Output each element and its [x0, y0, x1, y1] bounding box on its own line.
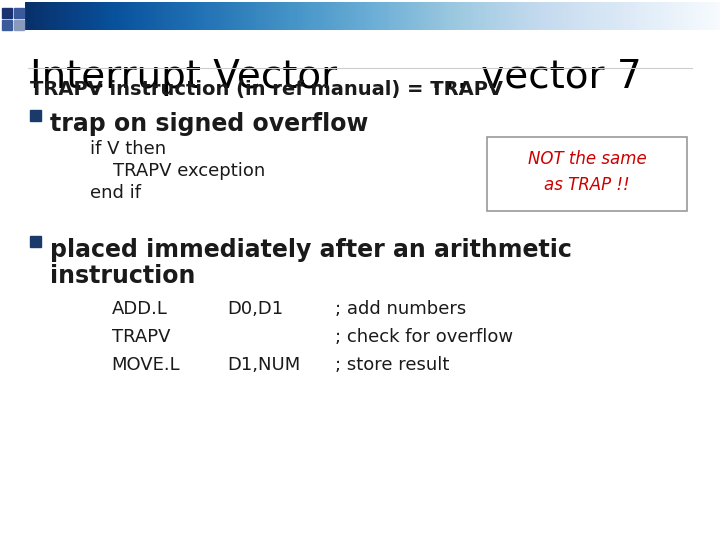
Bar [14, 20, 24, 30]
Text: … vector 7: … vector 7 [430, 58, 642, 96]
Bar [30, 110, 41, 121]
Text: TRAPV instruction (in ref manual) = TRAPV: TRAPV instruction (in ref manual) = TRAP… [30, 80, 503, 99]
Text: MOVE.L: MOVE.L [112, 356, 180, 374]
Text: D1,NUM: D1,NUM [227, 356, 300, 374]
Bar [2, 20, 12, 30]
Text: end if: end if [90, 184, 141, 202]
Text: ; add numbers: ; add numbers [335, 300, 466, 318]
Text: trap on signed overflow: trap on signed overflow [50, 112, 369, 136]
Text: if V then: if V then [90, 140, 166, 158]
Text: TRAPV exception: TRAPV exception [90, 162, 265, 180]
Text: D0,D1: D0,D1 [227, 300, 283, 318]
Text: Interrupt Vector: Interrupt Vector [30, 58, 337, 96]
Bar [30, 236, 41, 247]
Text: instruction: instruction [50, 264, 195, 288]
Text: NOT the same: NOT the same [528, 150, 647, 168]
Text: TRAPV: TRAPV [112, 328, 170, 346]
Bar [2, 8, 12, 18]
Text: ADD.L: ADD.L [112, 300, 168, 318]
Bar [14, 8, 24, 18]
Text: ; check for overflow: ; check for overflow [335, 328, 513, 346]
FancyBboxPatch shape [487, 137, 687, 211]
Text: placed immediately after an arithmetic: placed immediately after an arithmetic [50, 238, 572, 262]
Text: ; store result: ; store result [335, 356, 449, 374]
Text: as TRAP !!: as TRAP !! [544, 176, 630, 194]
